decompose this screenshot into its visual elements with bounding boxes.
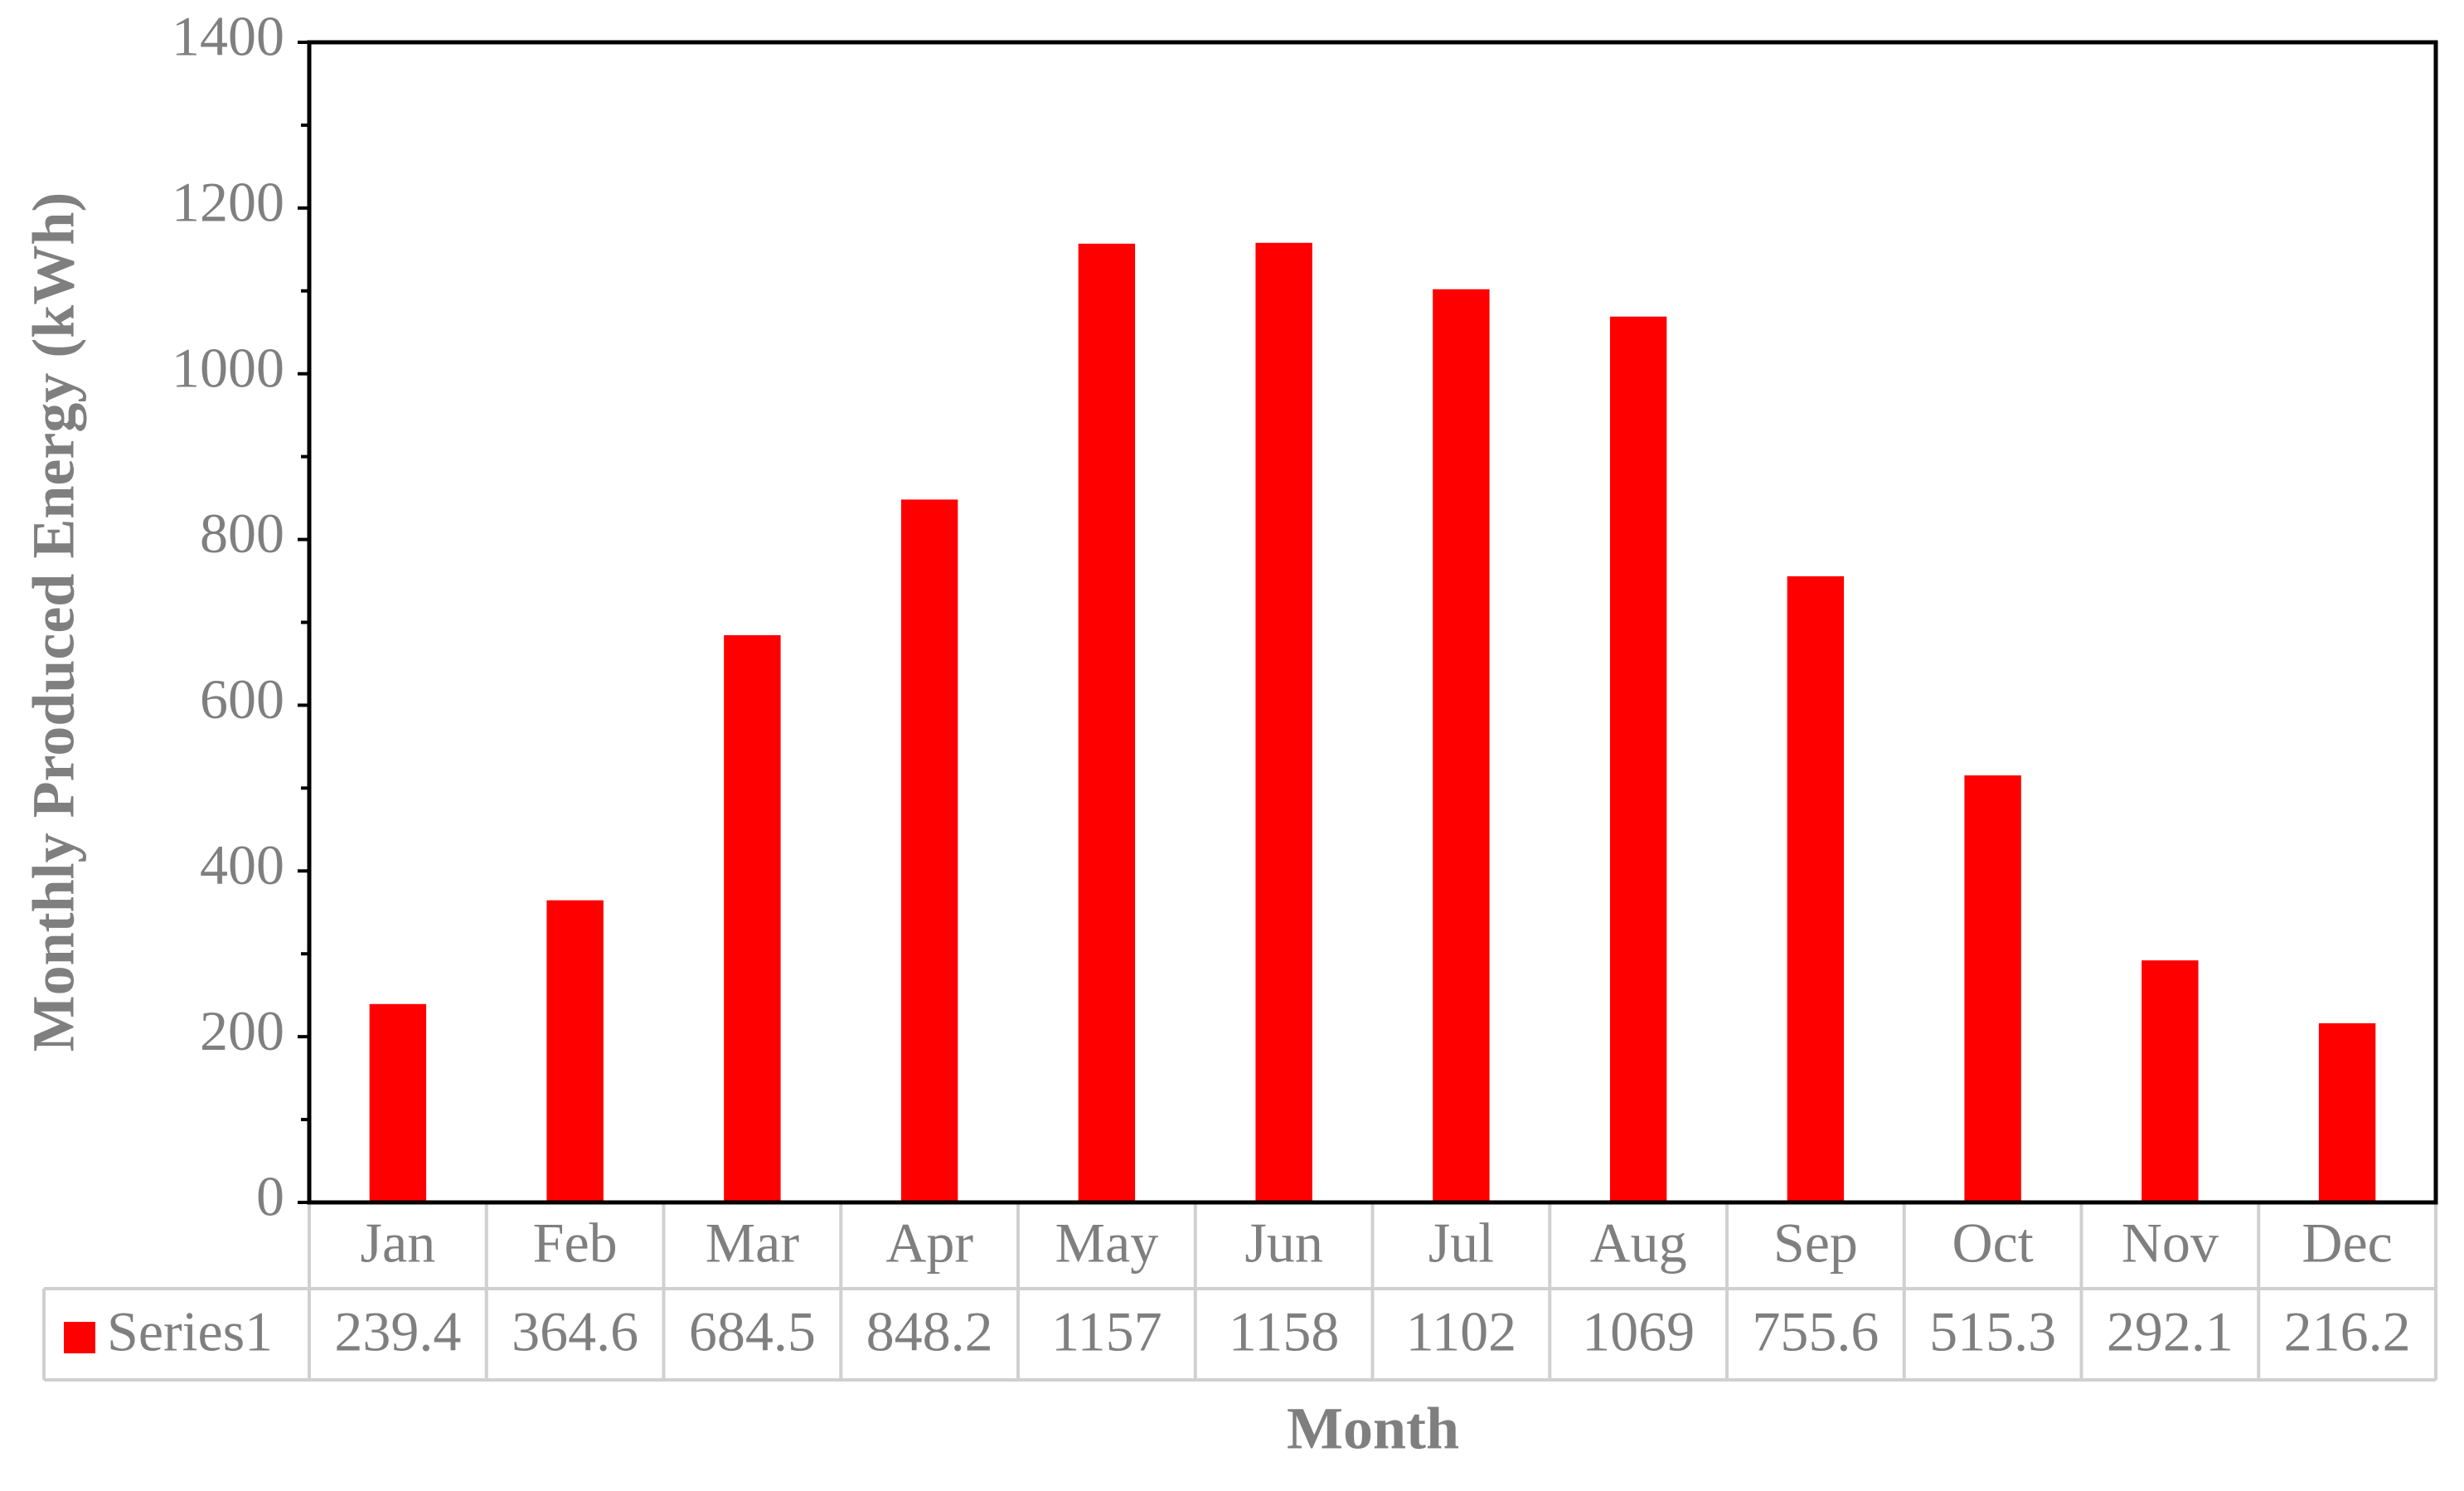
table-value: 364.6 [512, 1300, 638, 1363]
x-tick-label: Mar [706, 1212, 800, 1275]
bar [724, 634, 781, 1202]
bar [1787, 576, 1845, 1202]
table-value: 1158 [1229, 1300, 1339, 1363]
bar [1078, 243, 1136, 1202]
y-tick-label: 1400 [172, 5, 284, 68]
bar [900, 499, 958, 1202]
x-tick-label: Nov [2122, 1212, 2219, 1275]
bar [369, 1003, 427, 1202]
bar [1433, 289, 1490, 1203]
y-tick-label: 0 [256, 1165, 284, 1228]
x-axis-title: Month [1287, 1396, 1459, 1462]
y-tick-label: 600 [200, 668, 284, 731]
table-value: 515.3 [1929, 1300, 2056, 1363]
x-tick-label: Jun [1244, 1212, 1322, 1275]
table-value: 292.1 [2107, 1300, 2234, 1363]
x-tick-label: Aug [1590, 1212, 1687, 1275]
y-tick-label: 1200 [172, 170, 284, 233]
table-value: 216.2 [2284, 1300, 2411, 1363]
x-tick-label: Sep [1773, 1212, 1858, 1275]
y-axis-title: Monthly Produced Energy (kWh) [21, 192, 87, 1052]
legend-key [64, 1322, 95, 1353]
x-tick-label: Oct [1952, 1212, 2034, 1275]
bar [546, 900, 604, 1202]
y-tick-label: 1000 [172, 336, 284, 399]
bar [1964, 775, 2021, 1202]
x-tick-label: Jan [361, 1212, 436, 1275]
y-tick-label: 800 [200, 502, 284, 565]
bar [1255, 242, 1312, 1202]
y-tick-label: 200 [200, 999, 284, 1062]
bar [2318, 1022, 2376, 1202]
y-tick-label: 400 [200, 833, 284, 896]
table-value: 755.6 [1752, 1300, 1879, 1363]
x-tick-label: Apr [885, 1212, 973, 1275]
x-tick-label: May [1055, 1212, 1159, 1275]
x-tick-label: Dec [2302, 1212, 2392, 1275]
legend-label: Series1 [107, 1300, 273, 1363]
x-tick-label: Feb [533, 1212, 618, 1275]
table-value: 848.2 [866, 1300, 993, 1363]
bar [2141, 960, 2199, 1202]
x-tick-label: Jul [1428, 1212, 1494, 1275]
table-value: 1157 [1051, 1300, 1162, 1363]
table-value: 1069 [1582, 1300, 1695, 1363]
table-value: 1102 [1406, 1300, 1516, 1363]
table-value: 239.4 [334, 1300, 461, 1363]
table-value: 684.5 [689, 1300, 816, 1363]
bar [1609, 316, 1667, 1203]
plot-frame [307, 40, 2438, 1205]
